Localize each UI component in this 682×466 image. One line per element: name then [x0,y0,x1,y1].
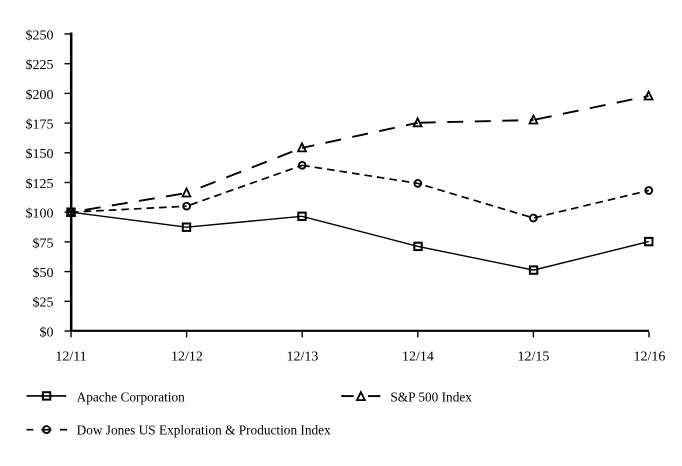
svg-text:$125: $125 [26,177,54,192]
svg-text:S&P 500 Index: S&P 500 Index [390,389,472,404]
svg-text:$75: $75 [33,236,54,251]
svg-text:$150: $150 [26,147,54,162]
svg-text:12/11: 12/11 [55,349,86,364]
svg-text:$250: $250 [26,28,54,43]
svg-text:$100: $100 [26,207,54,222]
svg-text:$25: $25 [33,296,54,311]
svg-text:12/15: 12/15 [518,349,550,364]
svg-text:12/16: 12/16 [634,349,666,364]
svg-text:$0: $0 [40,325,54,340]
svg-text:12/13: 12/13 [287,349,319,364]
svg-text:Apache Corporation: Apache Corporation [77,389,186,404]
svg-text:$50: $50 [33,266,54,281]
svg-text:12/12: 12/12 [171,349,203,364]
svg-text:$225: $225 [26,58,54,73]
svg-text:Dow Jones US Exploration & Pro: Dow Jones US Exploration & Production In… [77,422,331,437]
svg-text:$200: $200 [26,88,54,103]
svg-text:$175: $175 [26,118,54,133]
svg-text:12/14: 12/14 [402,349,434,364]
